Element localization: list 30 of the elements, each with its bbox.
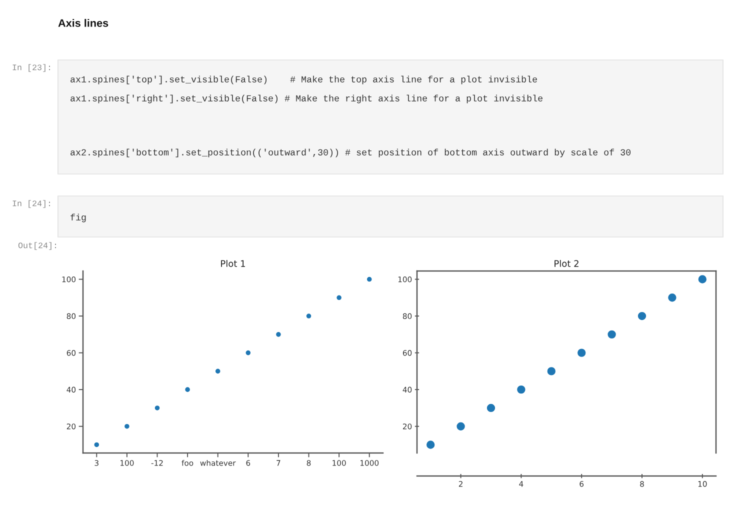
text: fig <box>70 214 86 222</box>
text: ax2.spines['bottom'].set_position(('outward',30)) # set position of bottom axis outward by scale of 30 <box>70 148 631 158</box>
point <box>486 404 496 412</box>
point <box>124 424 130 429</box>
point <box>638 312 646 320</box>
text: In [24]: <box>12 200 50 208</box>
text: ax1.spines['right'].set_visible(False) # Make the right axis line for a plot invisible <box>70 94 542 104</box>
text: In [23]: <box>12 64 50 72</box>
point <box>456 422 465 430</box>
point <box>94 442 100 448</box>
point <box>668 294 676 302</box>
point <box>336 295 342 300</box>
text: Out[24]: <box>18 242 56 250</box>
chart-title: Plot 1 <box>221 260 245 267</box>
point <box>306 314 312 318</box>
point <box>608 330 616 339</box>
point <box>366 276 372 282</box>
text: ax1.spines['top'].set_visible(False) # Make the top axis line for a plot invisible <box>70 76 537 84</box>
point <box>154 406 160 410</box>
point <box>698 275 707 284</box>
point <box>547 367 556 376</box>
point <box>185 387 190 392</box>
point <box>426 440 435 449</box>
point <box>215 368 220 374</box>
point <box>246 350 251 356</box>
text: Axis lines <box>58 18 108 27</box>
point <box>578 348 586 357</box>
point <box>517 385 526 394</box>
chart-title: Plot 2 <box>554 260 578 267</box>
point <box>276 332 281 337</box>
